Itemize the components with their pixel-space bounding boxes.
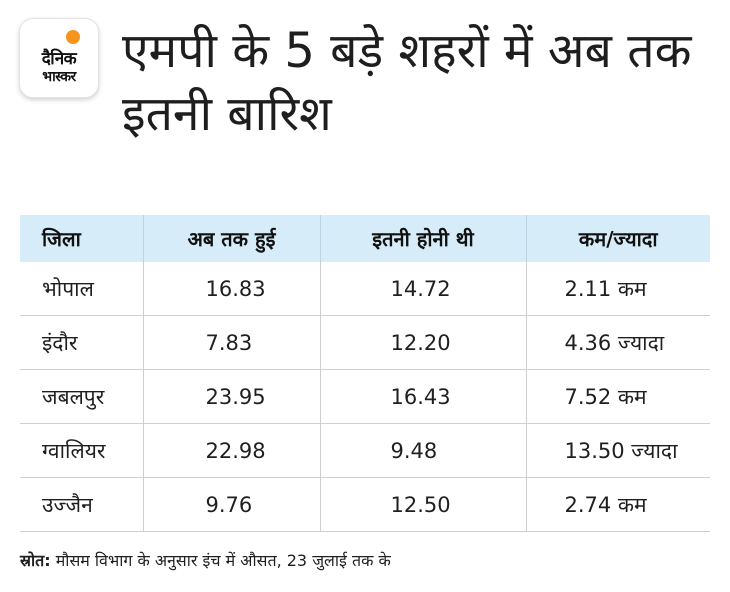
table-header-row: जिला अब तक हुई इतनी होनी थी कम/ज्यादा — [20, 215, 710, 262]
source-label: स्रोत: — [20, 551, 51, 570]
column-header-expected: इतनी होनी थी — [319, 215, 526, 262]
cell-district: उज्जैन — [20, 477, 143, 532]
table-row: उज्जैन 9.76 12.50 2.74 कम — [20, 477, 710, 532]
table-row: भोपाल 16.83 14.72 2.11 कम — [20, 262, 710, 316]
logo-text-line1: दैनिक — [41, 49, 77, 69]
cell-expected: 12.20 — [319, 315, 526, 370]
table-row: जबलपुर 23.95 16.43 7.52 कम — [20, 369, 710, 424]
cell-so-far: 9.76 — [142, 477, 320, 532]
column-header-difference: कम/ज्यादा — [525, 215, 710, 262]
cell-expected: 14.72 — [319, 262, 526, 316]
logo-text-line2: भास्कर — [42, 69, 76, 85]
cell-district: भोपाल — [20, 262, 143, 316]
cell-expected: 12.50 — [319, 477, 526, 532]
cell-district: जबलपुर — [20, 369, 143, 424]
cell-difference: 4.36 ज्यादा — [525, 315, 710, 370]
cell-so-far: 23.95 — [142, 369, 320, 424]
cell-district: इंदौर — [20, 315, 143, 370]
table-row: इंदौर 7.83 12.20 4.36 ज्यादा — [20, 315, 710, 370]
column-header-district: जिला — [20, 215, 143, 262]
source-text: मौसम विभाग के अनुसार इंच में औसत, 23 जुल… — [55, 551, 391, 570]
cell-expected: 16.43 — [319, 369, 526, 424]
table-row: ग्वालियर 22.98 9.48 13.50 ज्यादा — [20, 423, 710, 478]
cell-difference: 2.74 कम — [525, 477, 710, 532]
cell-difference: 13.50 ज्यादा — [525, 423, 710, 478]
cell-so-far: 7.83 — [142, 315, 320, 370]
cell-difference: 7.52 कम — [525, 369, 710, 424]
page-title: एमपी के 5 बड़े शहरों में अब तक इतनी बारि… — [122, 23, 692, 142]
sun-icon — [66, 30, 80, 44]
source-note: स्रोत: मौसम विभाग के अनुसार इंच में औसत,… — [20, 549, 391, 571]
dainik-bhaskar-logo: दैनिक भास्कर — [19, 18, 99, 98]
cell-difference: 2.11 कम — [525, 262, 710, 316]
cell-district: ग्वालियर — [20, 423, 143, 478]
cell-so-far: 16.83 — [142, 262, 320, 316]
column-header-so-far: अब तक हुई — [142, 215, 320, 262]
cell-expected: 9.48 — [319, 423, 526, 478]
cell-so-far: 22.98 — [142, 423, 320, 478]
rainfall-table: जिला अब तक हुई इतनी होनी थी कम/ज्यादा भो… — [20, 215, 710, 532]
